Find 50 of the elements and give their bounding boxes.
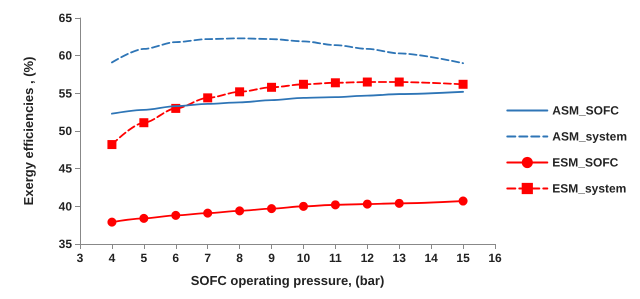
x-tick-label: 7 xyxy=(204,251,212,265)
x-tick-label: 11 xyxy=(329,251,342,265)
x-tick-label: 9 xyxy=(268,251,276,265)
line-series xyxy=(111,90,464,115)
point xyxy=(267,204,276,214)
point xyxy=(171,210,180,220)
point xyxy=(330,200,340,210)
point xyxy=(394,198,404,208)
point xyxy=(139,214,148,223)
legend-label: ESM_system xyxy=(552,182,626,196)
point xyxy=(394,78,404,87)
y-tick-label: 65 xyxy=(58,11,72,25)
y-axis-title: Exergy efficiencies , (%) xyxy=(21,56,36,206)
point xyxy=(235,206,244,216)
y-tick-label: 40 xyxy=(58,199,72,214)
x-tick-label: 16 xyxy=(488,251,502,265)
legend-label: ASM_system xyxy=(552,130,627,144)
y-tick-label: 55 xyxy=(58,86,72,100)
point xyxy=(458,196,468,206)
x-tick-label: 14 xyxy=(424,251,438,265)
x-tick-label: 5 xyxy=(140,251,148,265)
point xyxy=(139,118,148,128)
point xyxy=(203,208,212,218)
point xyxy=(203,93,212,102)
point xyxy=(267,82,276,92)
legend-label: ASM_SOFC xyxy=(552,104,620,118)
point xyxy=(458,80,468,89)
point xyxy=(362,200,372,209)
x-tick-label: 6 xyxy=(172,251,180,265)
line-series xyxy=(111,37,464,64)
y-tick-label: 50 xyxy=(58,124,72,138)
x-tick-label: 3 xyxy=(76,251,84,265)
point xyxy=(298,80,308,89)
point xyxy=(107,218,116,227)
y-tick-label: 60 xyxy=(58,48,72,63)
y-tick-label: 35 xyxy=(58,237,72,251)
x-tick-label: 15 xyxy=(456,251,470,265)
point xyxy=(362,78,372,87)
x-tick-label: 10 xyxy=(296,251,310,265)
x-tick-label: 8 xyxy=(236,251,244,265)
point xyxy=(107,140,116,150)
x-axis-title: SOFC operating pressure, (bar) xyxy=(190,273,384,288)
x-tick-label: 12 xyxy=(360,251,374,265)
x-tick-label: 13 xyxy=(392,251,406,265)
y-tick-label: 45 xyxy=(58,162,72,176)
x-tick-label: 4 xyxy=(108,251,116,265)
point xyxy=(235,87,244,96)
point xyxy=(298,202,308,211)
legend-label: ESM_SOFC xyxy=(552,156,619,170)
point xyxy=(330,78,340,88)
